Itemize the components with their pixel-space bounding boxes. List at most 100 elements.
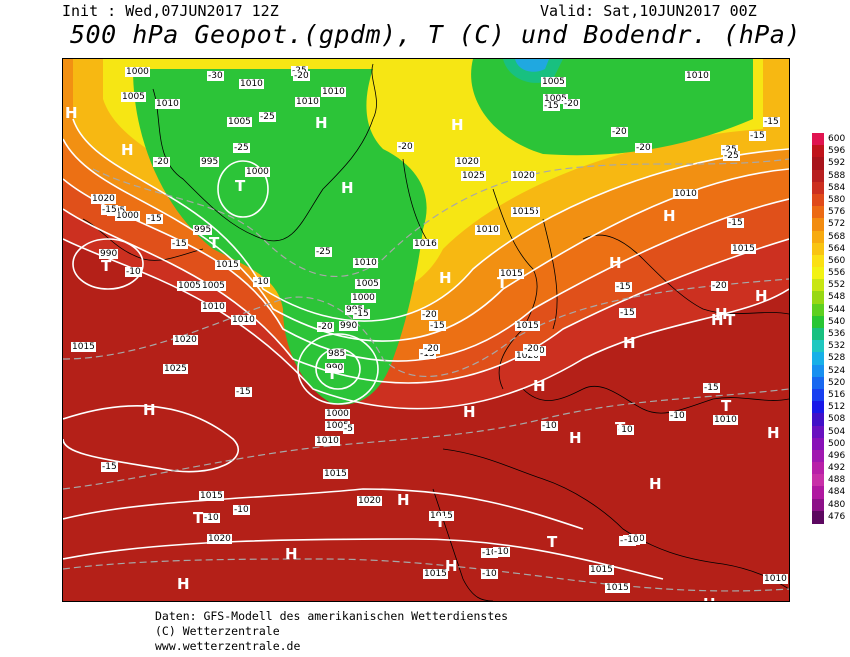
high-pressure-marker: H bbox=[609, 254, 622, 272]
legend-swatch bbox=[812, 364, 824, 378]
temperature-label: -10 bbox=[253, 277, 270, 287]
legend-swatch bbox=[812, 462, 824, 475]
isobar-label: 1010 bbox=[231, 315, 256, 325]
legend-swatch bbox=[812, 413, 824, 426]
temperature-label: -15 bbox=[429, 321, 446, 331]
temperature-label: -15 bbox=[146, 214, 163, 224]
isobar-label: 1010 bbox=[685, 71, 710, 81]
temperature-label: -20 bbox=[293, 71, 310, 81]
low-pressure-marker: T bbox=[547, 533, 558, 551]
high-pressure-marker: H bbox=[143, 401, 156, 419]
temperature-label: -30 bbox=[207, 71, 224, 81]
legend-swatch bbox=[812, 279, 824, 292]
high-pressure-marker: H bbox=[569, 429, 582, 447]
isobar-label: 1010 bbox=[353, 258, 378, 268]
isobar-label: 1005 bbox=[121, 92, 146, 102]
legend-swatch bbox=[812, 437, 824, 451]
isobar-label: 1015 bbox=[731, 244, 756, 254]
isobar-label: 1020 bbox=[173, 335, 198, 345]
legend-swatch bbox=[812, 230, 824, 244]
footer: Daten: GFS-Modell des amerikanischen Wet… bbox=[155, 609, 508, 654]
isobar-label: 1015 bbox=[515, 321, 540, 331]
high-pressure-marker: H bbox=[177, 575, 190, 593]
legend-swatch bbox=[812, 486, 824, 500]
legend-value: 600 bbox=[828, 134, 846, 144]
isobar-label: 1015 bbox=[199, 491, 224, 501]
legend-value: 492 bbox=[828, 463, 846, 474]
temperature-label: -15 bbox=[763, 117, 780, 127]
map-title: 500 hPa Geopot.(gpdm), T (C) und Bodendr… bbox=[70, 20, 801, 49]
valid-time: Valid: Sat,10JUN2017 00Z bbox=[540, 2, 757, 20]
isobar-label: 1020 bbox=[207, 534, 232, 544]
legend-swatch bbox=[812, 181, 824, 195]
low-pressure-marker: T bbox=[235, 177, 246, 195]
temperature-label: -20 bbox=[421, 310, 438, 320]
high-pressure-marker: H bbox=[315, 114, 328, 132]
isobar-label: 1010 bbox=[673, 189, 698, 199]
temperature-label: -20 bbox=[611, 127, 628, 137]
isobar-label: 1010 bbox=[763, 574, 788, 584]
isobar-label: 1015 bbox=[71, 342, 96, 352]
isobar-label: 1000 bbox=[351, 293, 376, 303]
high-pressure-marker: H bbox=[65, 104, 78, 122]
legend-swatch bbox=[812, 425, 824, 439]
isobar-label: 1015 bbox=[215, 260, 240, 270]
isobar-label: 1000 bbox=[325, 409, 350, 419]
legend-value: 588 bbox=[828, 170, 846, 181]
low-pressure-marker: T bbox=[725, 311, 736, 329]
footer-url: www.wetterzentrale.de bbox=[155, 639, 301, 653]
legend-value: 484 bbox=[828, 487, 846, 498]
footer-source: Daten: GFS-Modell des amerikanischen Wet… bbox=[155, 609, 509, 623]
temperature-label: -20 bbox=[635, 143, 652, 153]
legend-value: 532 bbox=[828, 341, 846, 352]
temperature-label: -10 bbox=[669, 411, 686, 421]
temperature-contours bbox=[63, 158, 789, 592]
field-cold-core-2 bbox=[515, 59, 549, 72]
isobar-label: 1000 bbox=[245, 167, 270, 177]
legend-value: 592 bbox=[828, 158, 846, 169]
isobar-label: 1015 bbox=[605, 583, 630, 593]
high-pressure-marker: H bbox=[663, 207, 676, 225]
isobar-label: 1020 bbox=[455, 157, 480, 167]
isobar-label: 990 bbox=[325, 363, 345, 373]
legend-value: 564 bbox=[828, 243, 846, 254]
isobar-label: 985 bbox=[327, 349, 347, 359]
legend-value: 540 bbox=[828, 316, 846, 327]
high-pressure-marker: H bbox=[285, 545, 298, 563]
legend-value: 560 bbox=[828, 255, 846, 266]
temperature-label: -25 bbox=[233, 143, 250, 153]
legend-swatch bbox=[812, 474, 824, 487]
legend-swatch bbox=[812, 145, 824, 158]
high-pressure-marker: H bbox=[767, 424, 780, 442]
low-pressure-marker: T bbox=[721, 397, 732, 415]
temperature-label: -10 bbox=[493, 547, 510, 557]
isobar-label: 1015 bbox=[323, 469, 348, 479]
isobar-label: 1015 bbox=[589, 565, 614, 575]
legend-swatch bbox=[812, 242, 824, 256]
isobar-label: 1000 bbox=[125, 67, 150, 77]
temperature-label: -20 bbox=[563, 99, 580, 109]
legend-swatch bbox=[812, 449, 824, 463]
temperature-label: -10 bbox=[125, 267, 142, 277]
isobar-label: 1016 bbox=[413, 239, 438, 249]
legend-value: 572 bbox=[828, 219, 846, 230]
legend-value: 504 bbox=[828, 426, 846, 437]
high-pressure-marker: H bbox=[397, 491, 410, 509]
legend-swatch bbox=[812, 388, 824, 402]
low-pressure-marker: T bbox=[101, 257, 112, 275]
legend-value: 580 bbox=[828, 194, 846, 205]
low-pressure-marker: T bbox=[193, 509, 204, 527]
isobar-label: 1020 bbox=[515, 351, 540, 361]
temperature-label: -25 bbox=[259, 112, 276, 122]
legend-value: 528 bbox=[828, 353, 846, 364]
isobar-label: 995 bbox=[193, 225, 213, 235]
isobar-label: 1005 bbox=[177, 281, 202, 291]
legend-value: 544 bbox=[828, 304, 846, 315]
high-pressure-marker: H bbox=[445, 557, 458, 575]
legend-value: 488 bbox=[828, 475, 846, 486]
high-pressure-marker: H bbox=[755, 287, 768, 305]
legend-swatch bbox=[812, 303, 824, 317]
isobar-label: 1010 bbox=[713, 415, 738, 425]
isobar-label: 995 bbox=[200, 157, 220, 167]
legend-swatch bbox=[812, 340, 824, 353]
